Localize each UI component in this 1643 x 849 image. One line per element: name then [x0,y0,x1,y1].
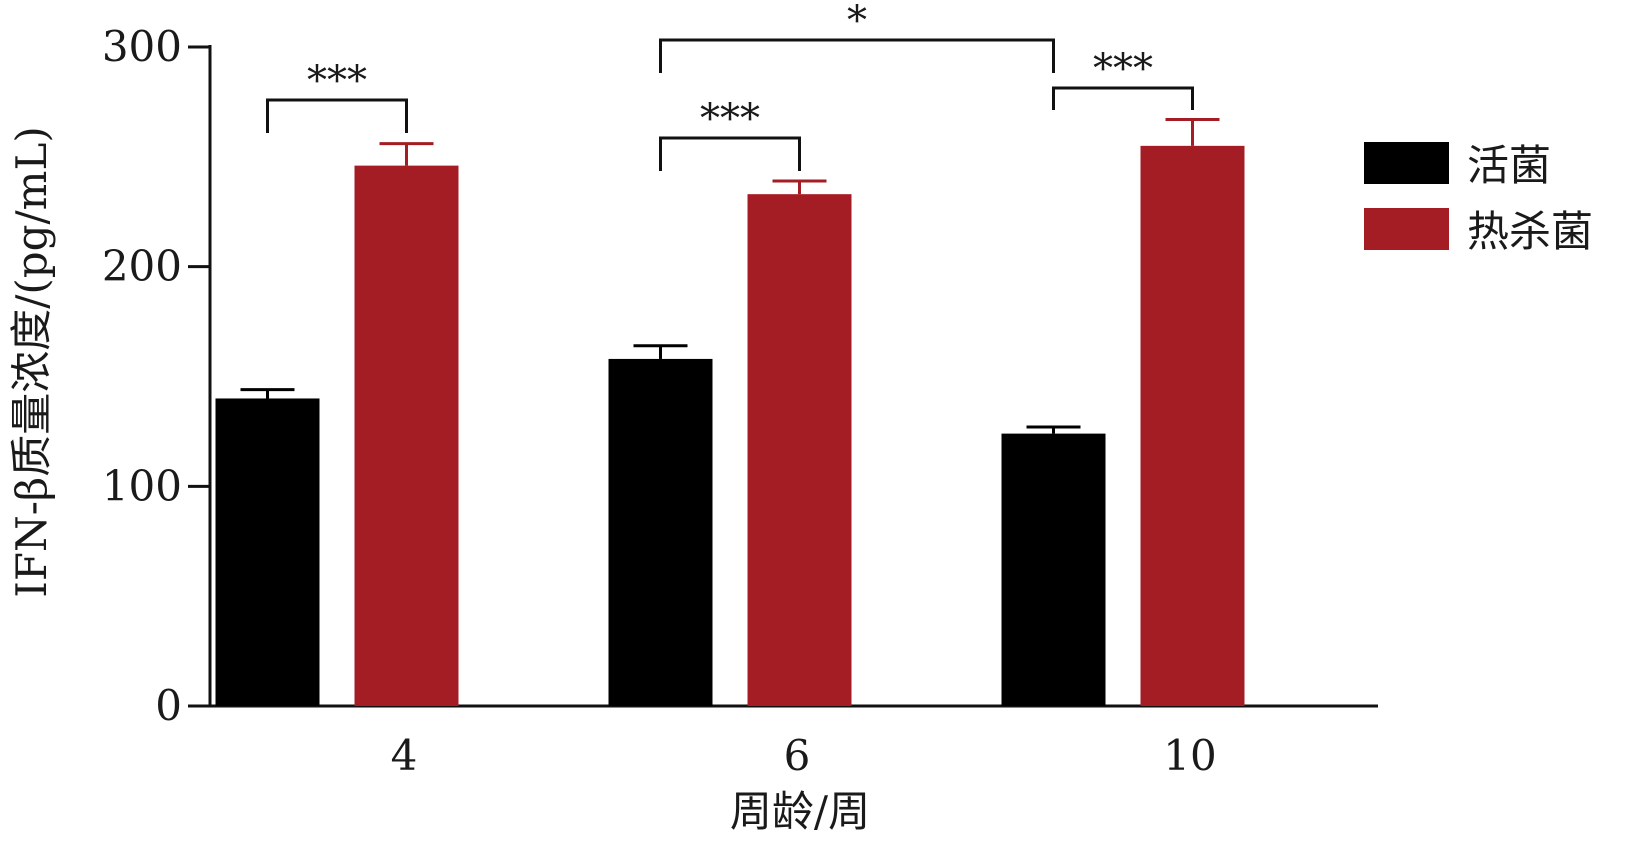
bar [747,194,852,706]
legend-label: 热杀菌 [1467,207,1593,256]
legend-label: 活菌 [1467,141,1551,190]
significance-layer: ********** [266,0,1194,171]
x-tick-label: 4 [391,731,418,780]
bar [354,165,459,706]
significance-bracket [659,38,1055,73]
significance-label: *** [1093,46,1153,92]
y-axis-title: IFN-β质量浓度/(pg/mL) [7,126,56,598]
x-tick-label: 6 [784,731,811,780]
x-axis-title: 周龄/周 [730,787,870,836]
y-tick-label: 0 [155,681,182,730]
bar [1001,433,1106,706]
significance-label: *** [700,96,760,142]
y-tick-label: 200 [102,242,182,291]
y-tick-label: 300 [102,22,182,71]
bars-layer [215,117,1245,707]
y-tick-label: 100 [102,461,182,510]
significance-label: *** [307,58,367,104]
bar [215,398,320,706]
legend-swatch [1364,142,1449,184]
x-tick-label: 10 [1163,731,1216,780]
bar [1140,145,1245,707]
significance-label: * [847,0,867,44]
significance-bracket [659,136,801,171]
significance-bracket [1052,86,1194,110]
bar [608,358,713,706]
legend-swatch [1364,208,1449,250]
significance-bracket [266,98,408,133]
